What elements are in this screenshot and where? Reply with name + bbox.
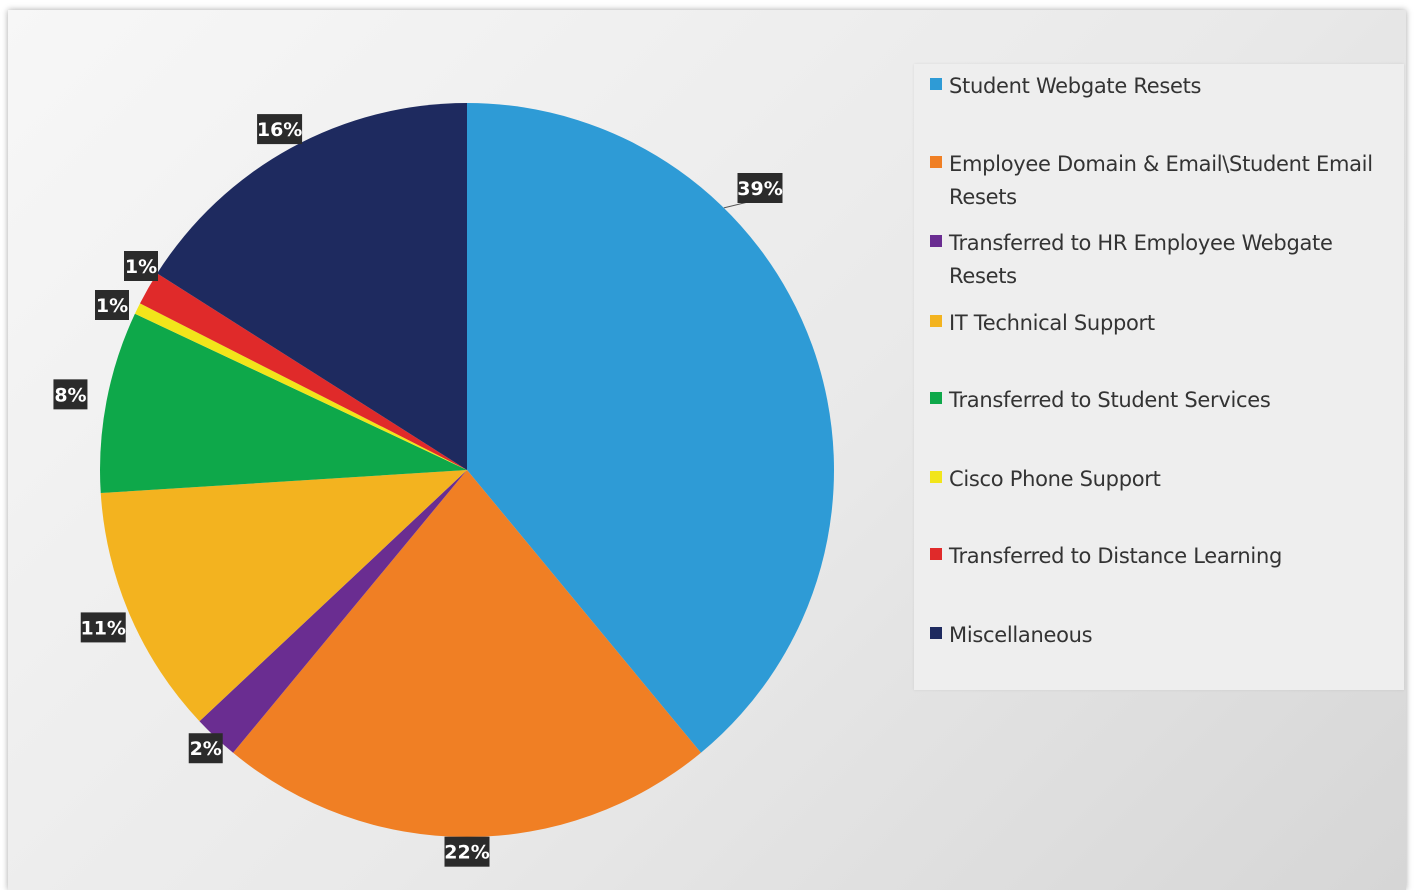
legend-item-6: Transferred to Distance Learning	[930, 540, 1395, 573]
data-label-6: 1%	[124, 251, 158, 281]
legend-swatch-6	[930, 548, 942, 560]
data-label-0: 39%	[737, 173, 783, 203]
pie-slice-6	[140, 273, 467, 470]
pie-slice-0	[467, 103, 834, 753]
legend-item-4: Transferred to Student Services	[930, 384, 1395, 417]
legend-label-1: Employee Domain & Email\Student Email Re…	[949, 152, 1373, 209]
legend-swatch-7	[930, 627, 942, 639]
data-label-7: 16%	[257, 114, 302, 145]
svg-text:16%: 16%	[257, 119, 302, 141]
legend-swatch-5	[930, 471, 942, 483]
pie-slice-4	[100, 313, 467, 494]
legend-item-0: Student Webgate Resets	[930, 70, 1395, 103]
legend-swatch-2	[930, 235, 942, 247]
legend-item-3: IT Technical Support	[930, 307, 1395, 340]
svg-text:8%: 8%	[54, 384, 86, 406]
legend-label-2: Transferred to HR Employee Webgate Reset…	[949, 231, 1333, 288]
data-label-5: 1%	[95, 290, 129, 320]
legend-label-0: Student Webgate Resets	[949, 74, 1202, 98]
legend-label-6: Transferred to Distance Learning	[949, 544, 1282, 568]
legend-label-7: Miscellaneous	[949, 623, 1093, 647]
chart-legend: Student Webgate Resets Employee Domain & …	[914, 64, 1404, 690]
legend-item-7: Miscellaneous	[930, 619, 1395, 652]
legend-swatch-1	[930, 156, 942, 168]
svg-text:2%: 2%	[190, 738, 222, 760]
pie-slice-5	[134, 303, 467, 470]
legend-label-3: IT Technical Support	[949, 311, 1155, 335]
svg-text:1%: 1%	[96, 295, 128, 317]
legend-label-4: Transferred to Student Services	[949, 388, 1271, 412]
svg-text:39%: 39%	[737, 178, 782, 200]
legend-item-2: Transferred to HR Employee Webgate Reset…	[930, 227, 1395, 293]
pie-slice-3	[100, 470, 468, 722]
data-label-4: 8%	[53, 379, 88, 410]
legend-item-5: Cisco Phone Support	[930, 463, 1395, 496]
legend-label-5: Cisco Phone Support	[949, 467, 1161, 491]
pie-slice-1	[233, 470, 701, 837]
data-label-1: 22%	[444, 836, 490, 867]
svg-text:1%: 1%	[125, 256, 157, 278]
svg-text:22%: 22%	[444, 842, 489, 864]
legend-swatch-3	[930, 315, 942, 327]
pie-slice-2	[199, 470, 468, 753]
data-label-2: 2%	[188, 733, 223, 764]
legend-item-1: Employee Domain & Email\Student Email Re…	[930, 148, 1395, 214]
pie-slice-7	[157, 103, 467, 470]
svg-text:11%: 11%	[80, 617, 125, 639]
legend-swatch-0	[930, 78, 942, 90]
data-label-3: 11%	[80, 612, 126, 643]
legend-swatch-4	[930, 392, 942, 404]
